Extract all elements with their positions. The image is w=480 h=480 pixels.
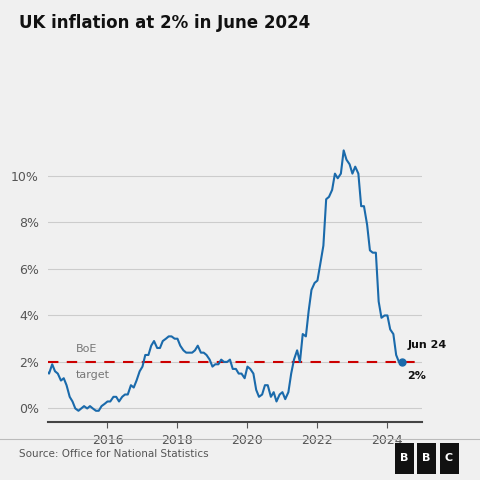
FancyBboxPatch shape (440, 444, 458, 473)
Text: Jun 24: Jun 24 (408, 340, 446, 350)
Text: B: B (422, 453, 431, 463)
Text: Source: Office for National Statistics: Source: Office for National Statistics (19, 449, 209, 458)
Text: C: C (445, 453, 453, 463)
Text: UK inflation at 2% in June 2024: UK inflation at 2% in June 2024 (19, 14, 311, 33)
FancyBboxPatch shape (395, 444, 414, 473)
FancyBboxPatch shape (417, 444, 436, 473)
Text: B: B (400, 453, 408, 463)
Text: target: target (76, 370, 110, 380)
Text: 2%: 2% (408, 371, 426, 381)
Text: BoE: BoE (76, 344, 97, 354)
